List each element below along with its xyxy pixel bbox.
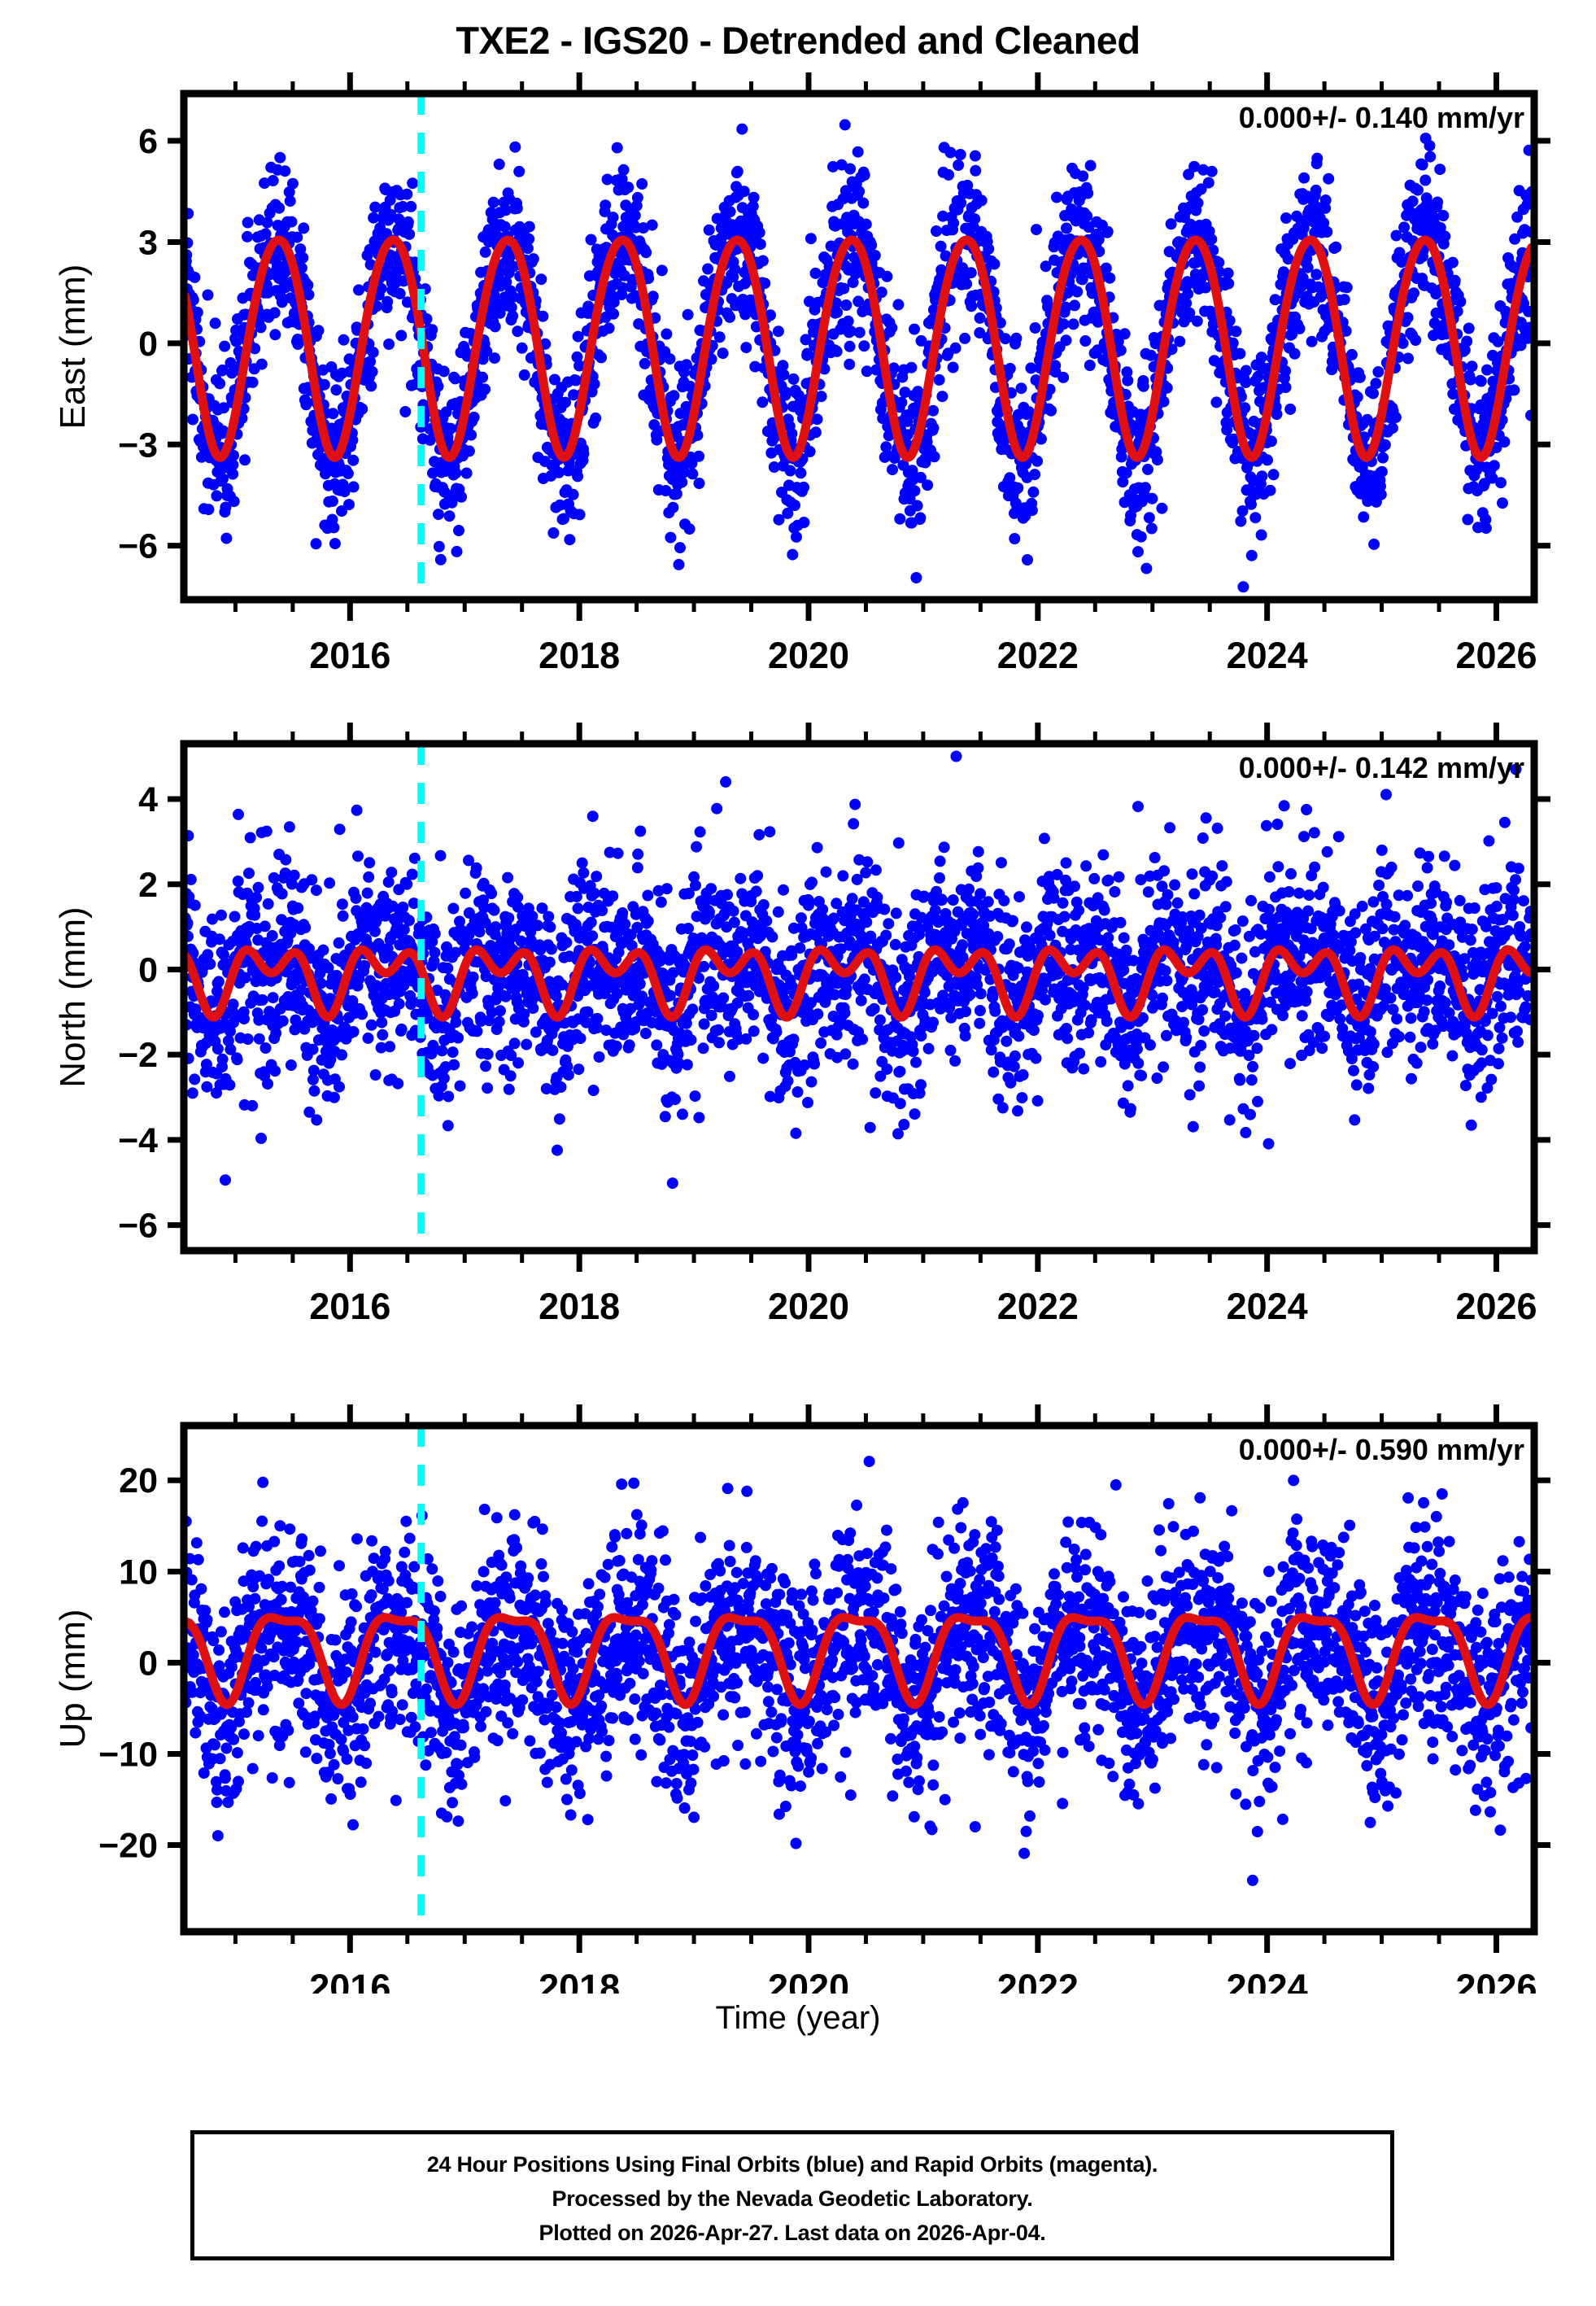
panel-north: 4 2 0 −2 −4 −6 2016 2018 2020 2022 2024 2026 North (… bbox=[53, 723, 1550, 1327]
x-tick-label: 2018 bbox=[539, 1967, 620, 1994]
y-tick-label: −4 bbox=[118, 1121, 158, 1160]
x-tick-label: 2026 bbox=[1455, 635, 1537, 676]
y-tick-label: −3 bbox=[118, 426, 158, 465]
scatter-marker-set bbox=[180, 1456, 1537, 1886]
x-tick-label: 2022 bbox=[997, 1286, 1079, 1327]
x-tick-label: 2016 bbox=[309, 635, 390, 676]
y-tick-label: 3 bbox=[138, 223, 158, 262]
scatter-points-east bbox=[180, 119, 1537, 592]
y-axis-label-north: North (mm) bbox=[53, 906, 93, 1087]
footer-line-2: Processed by the Nevada Geodetic Laborat… bbox=[194, 2186, 1390, 2212]
panel-east: 6 3 0 −3 −6 2016 2018 2020 2022 2024 2026 East (mm)… bbox=[53, 72, 1550, 676]
y-tick-label: 4 bbox=[138, 780, 158, 819]
x-tick-label: 2024 bbox=[1227, 1967, 1308, 1994]
x-tick-label: 2026 bbox=[1455, 1286, 1537, 1327]
panel-data-area-up bbox=[180, 1426, 1537, 1932]
rate-annotation-up: 0.000+/- 0.590 mm/yr bbox=[1239, 1433, 1524, 1466]
y-tick-label: 0 bbox=[138, 325, 158, 364]
y-tick-label: 0 bbox=[138, 950, 158, 989]
x-tick-label: 2024 bbox=[1227, 1286, 1308, 1327]
y-tick-label: −2 bbox=[118, 1036, 158, 1075]
y-axis-label-east: East (mm) bbox=[53, 264, 93, 430]
x-tick-label: 2020 bbox=[768, 1286, 849, 1327]
y-tick-label: −6 bbox=[118, 527, 158, 566]
x-tick-label: 2018 bbox=[539, 1286, 620, 1327]
x-tick-label: 2020 bbox=[768, 635, 849, 676]
y-tick-label: 6 bbox=[138, 122, 158, 161]
panel-up: 20 10 0 −10 −20 2016 2018 2020 2022 2024 2026 Up (m… bbox=[53, 1404, 1550, 1994]
panel-data-area-north bbox=[180, 744, 1537, 1251]
y-tick-label: −6 bbox=[118, 1207, 158, 1246]
y-tick-label: 10 bbox=[119, 1553, 158, 1592]
x-tick-label: 2022 bbox=[997, 1967, 1079, 1994]
x-tick-label: 2018 bbox=[539, 635, 620, 676]
footer-line-3: Plotted on 2026-Apr-27. Last data on 202… bbox=[194, 2221, 1390, 2246]
x-tick-label: 2026 bbox=[1455, 1967, 1537, 1994]
x-tick-label: 2020 bbox=[768, 1967, 849, 1994]
scatter-points-up bbox=[180, 1456, 1537, 1886]
footer-note-box: 24 Hour Positions Using Final Orbits (bl… bbox=[190, 2130, 1394, 2260]
footer-line-1: 24 Hour Positions Using Final Orbits (bl… bbox=[194, 2152, 1390, 2177]
scatter-marker-set bbox=[180, 119, 1537, 592]
y-tick-label: −10 bbox=[98, 1735, 158, 1774]
y-tick-label: 20 bbox=[119, 1461, 158, 1500]
x-axis-label: Time (year) bbox=[0, 2000, 1596, 2037]
rate-annotation-north: 0.000+/- 0.142 mm/yr bbox=[1239, 751, 1524, 784]
x-tick-label: 2016 bbox=[309, 1286, 390, 1327]
y-tick-label: −20 bbox=[98, 1827, 158, 1866]
x-tick-label: 2024 bbox=[1227, 635, 1308, 676]
x-tick-label: 2022 bbox=[997, 635, 1079, 676]
y-tick-label: 2 bbox=[138, 866, 158, 905]
panel-data-area-east bbox=[180, 94, 1537, 600]
y-axis-label-up: Up (mm) bbox=[53, 1609, 93, 1748]
y-tick-label: 0 bbox=[138, 1644, 158, 1683]
rate-annotation-east: 0.000+/- 0.140 mm/yr bbox=[1239, 101, 1524, 134]
x-tick-label: 2016 bbox=[309, 1967, 390, 1994]
